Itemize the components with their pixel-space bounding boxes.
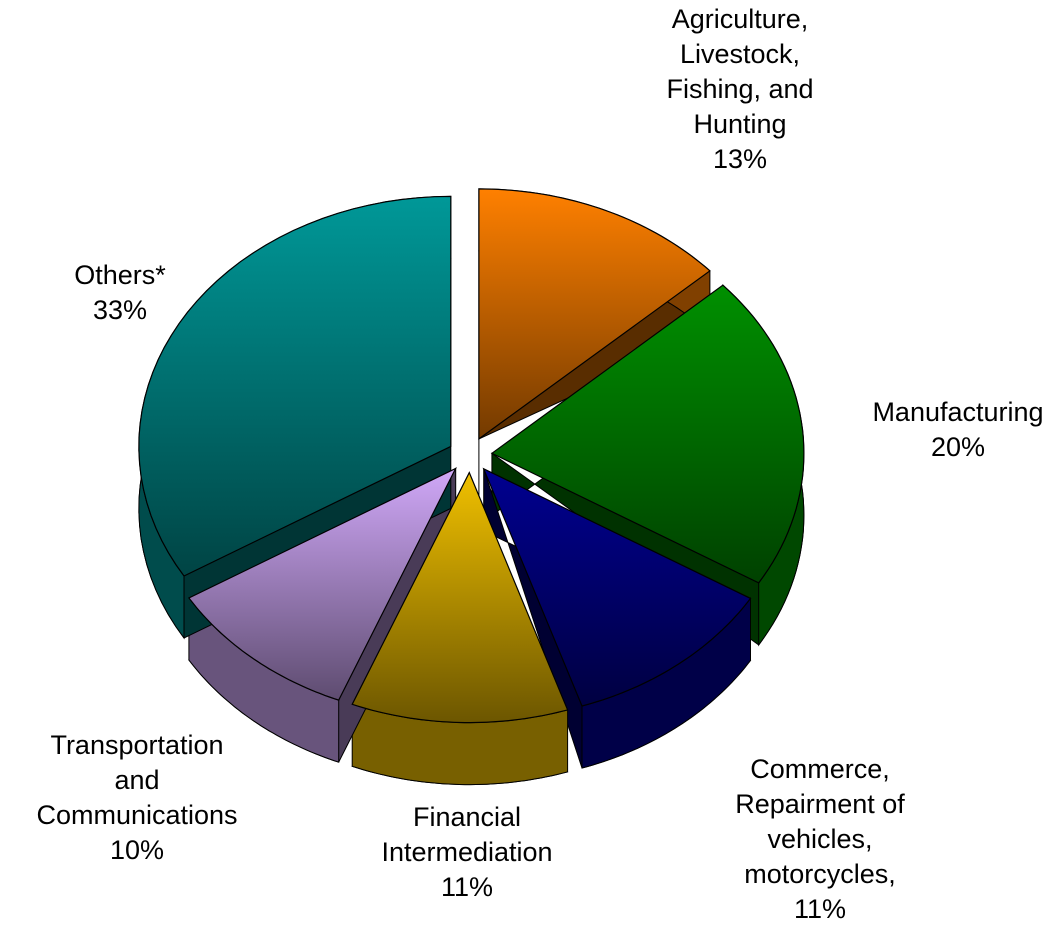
slice-value: 11% [440,872,494,902]
slice [490,284,805,584]
slice-name: Transportation and Communications [36,730,238,830]
slice-name: Commerce, Repairment of vehicles, motorc… [735,754,905,889]
slice-label: Commerce, Repairment of vehicles, motorc… [670,752,970,927]
slice-label: Transportation and Communications 10% [0,728,287,868]
slice-label: Manufacturing 20% [808,395,1059,465]
slice-value: 33% [92,295,148,325]
slice [187,467,458,701]
slice-name: Financial Intermediation [381,802,553,867]
slice-value: 13% [712,144,768,174]
slice-value: 11% [793,894,847,924]
slice-value: 10% [109,835,165,865]
slice-label: Financial Intermediation 11% [317,800,617,905]
slice [482,467,752,707]
slice [478,188,711,441]
slice-value: 20% [930,432,986,462]
slice-name: Agriculture, Livestock, Fishing, and Hun… [666,4,814,139]
slice [138,195,452,577]
slice-label: Others* 33% [0,258,270,328]
slice [351,471,569,724]
slice-name: Manufacturing [872,397,1044,427]
slice-name: Others* [74,260,166,290]
slice-label: Agriculture, Livestock, Fishing, and Hun… [590,2,890,177]
